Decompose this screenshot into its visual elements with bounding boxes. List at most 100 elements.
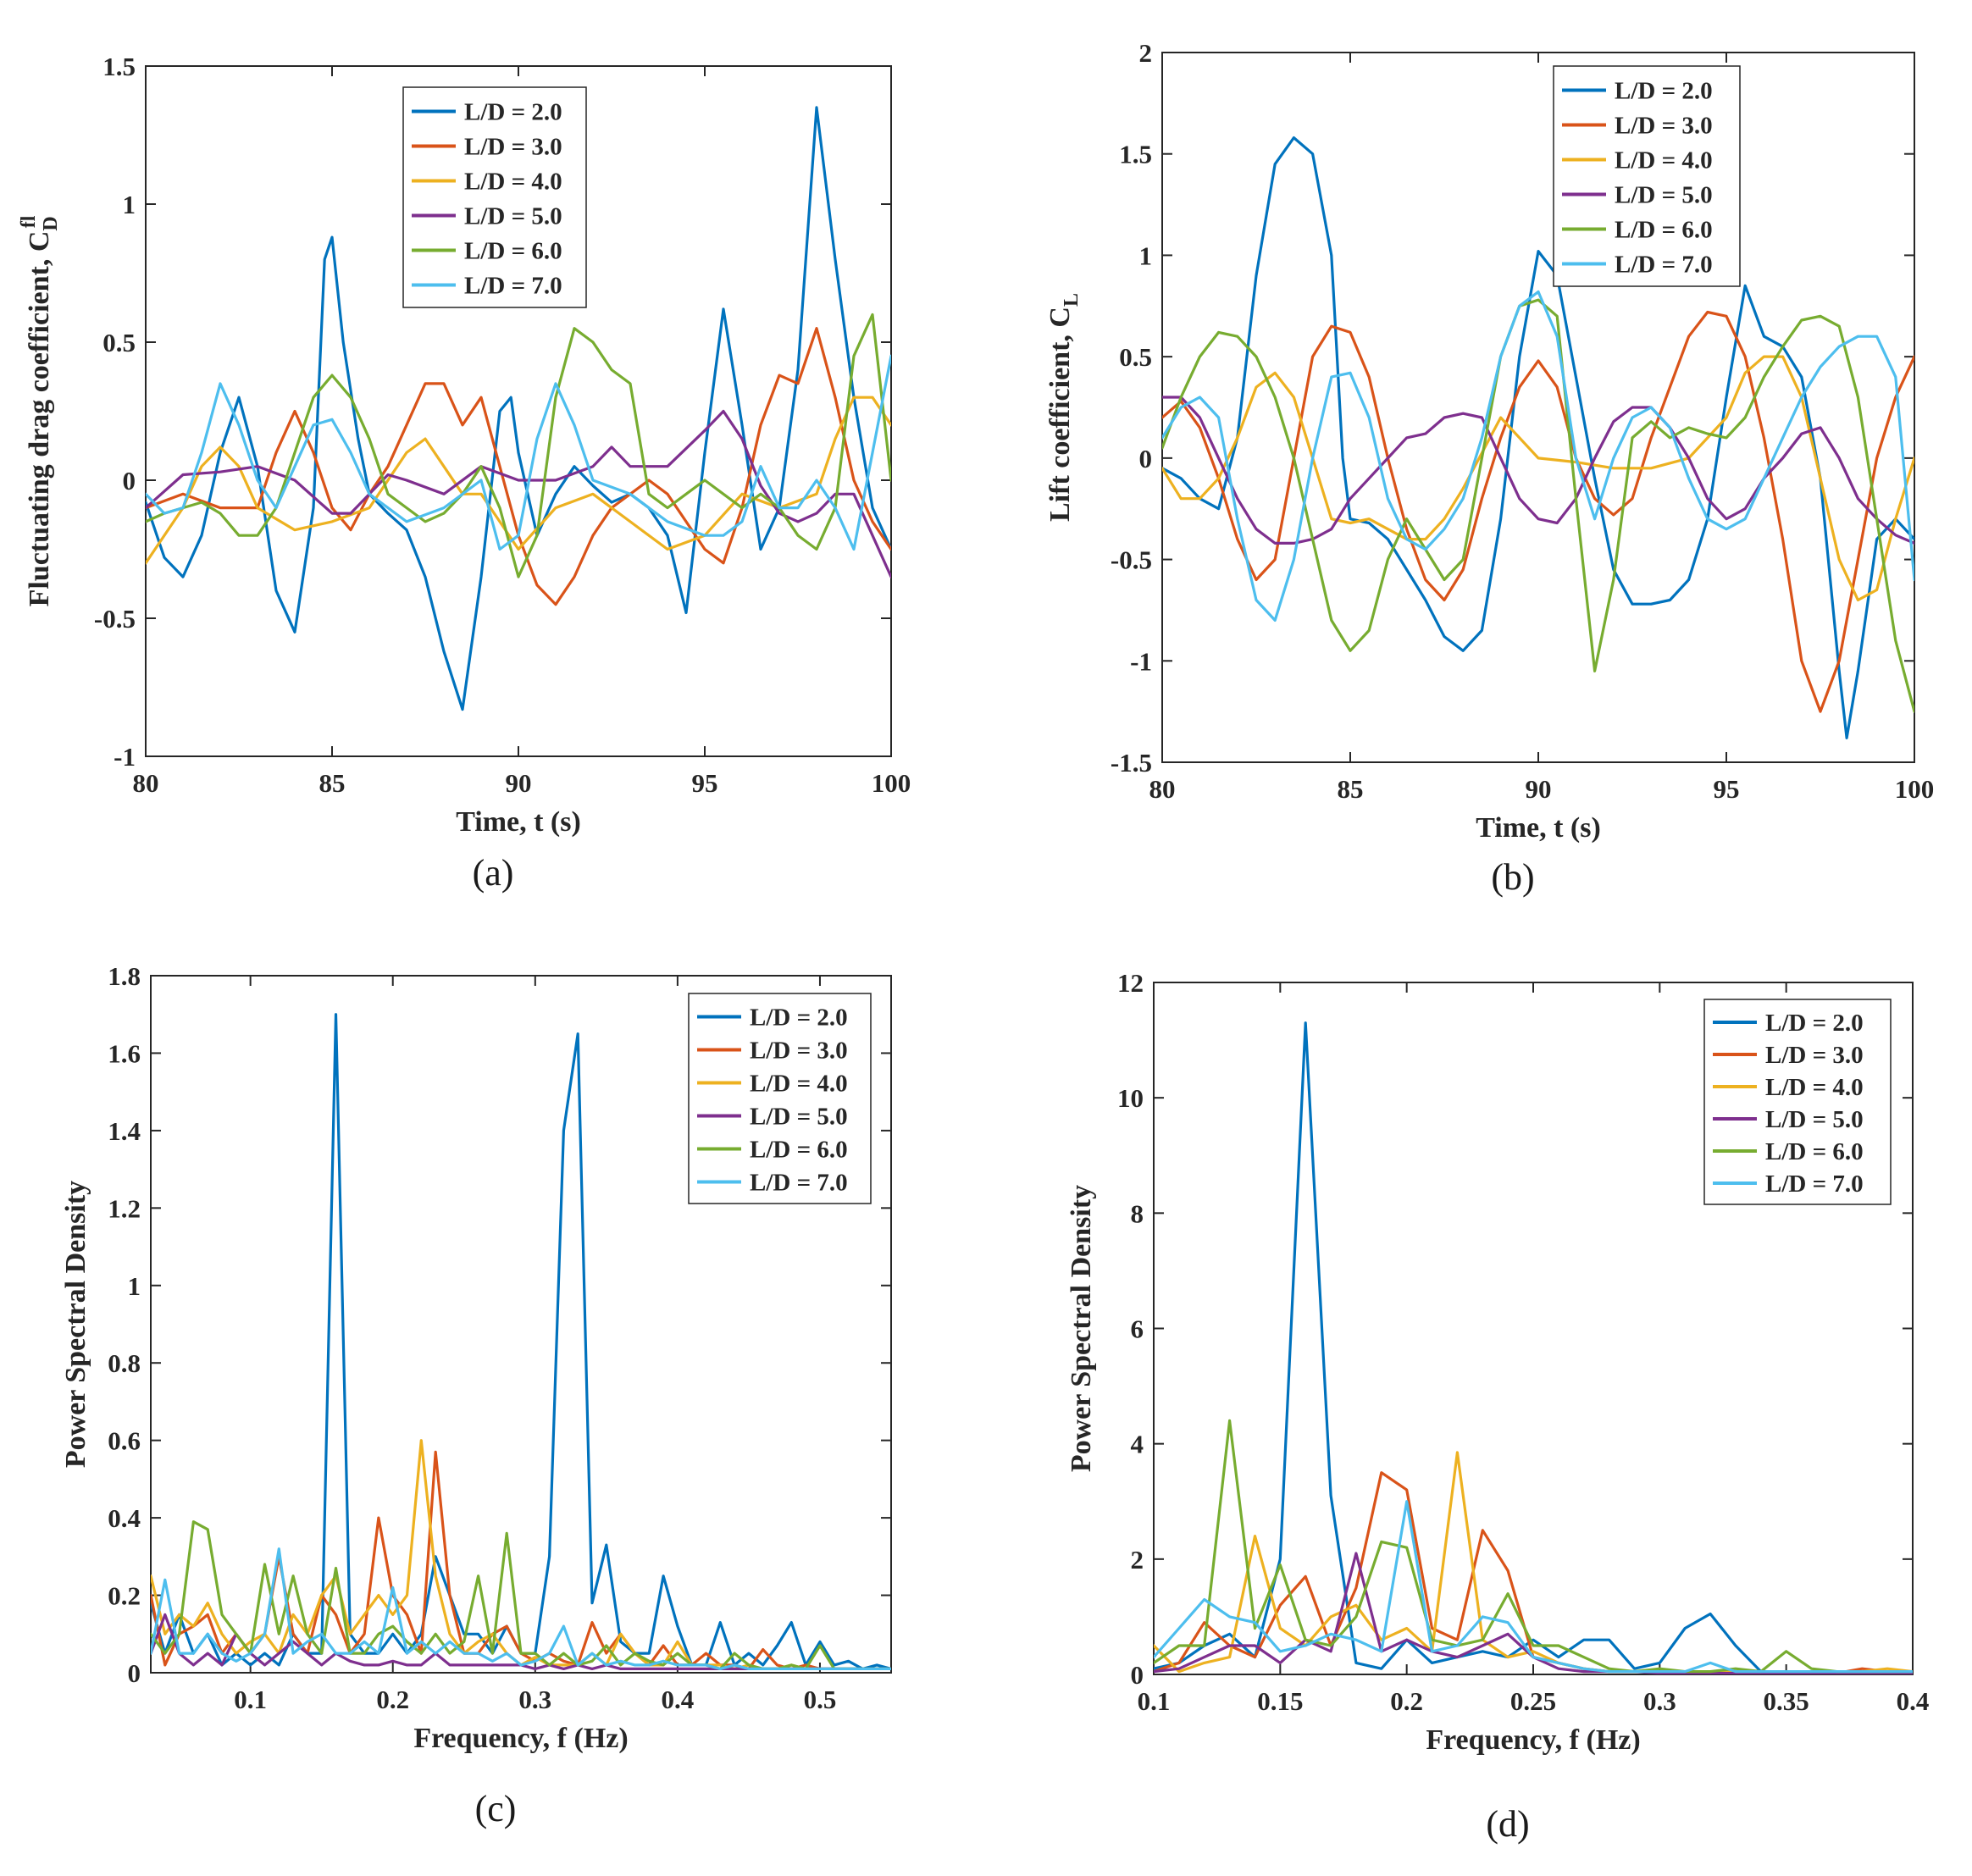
- y-axis-label-main: Power Spectral Density: [1066, 1185, 1097, 1472]
- legend-label: L/D = 3.0: [1765, 1042, 1864, 1069]
- y-axis-label-main: Power Spectral Density: [60, 1181, 91, 1468]
- x-tick-label: 90: [506, 768, 532, 798]
- y-tick-label: 0: [1139, 444, 1153, 473]
- x-tick-label: 0.15: [1257, 1686, 1303, 1716]
- y-axis-label-main: Fluctuating drag coefficient, C: [24, 231, 55, 607]
- legend-box: [688, 993, 872, 1204]
- chart-panel-d: 0.1 0.15 0.2 0.25 0.3 0.35 0.4 0 2 4 6 8 10 12 Frequen…: [1066, 968, 1929, 1845]
- series-line-ld-70: [1162, 290, 1914, 623]
- x-axis-label: Time, t (s): [456, 806, 581, 838]
- y-tick-label: 12: [1117, 968, 1144, 998]
- x-tick-label: 0.35: [1764, 1686, 1809, 1716]
- x-tick-label: 0.4: [662, 1685, 695, 1714]
- y-tick-label: 8: [1131, 1198, 1144, 1228]
- panel-label: (b): [1491, 856, 1534, 898]
- y-tick-label: 2: [1139, 38, 1153, 68]
- legend-label: L/D = 3.0: [1615, 113, 1713, 140]
- y-tick-label: -1: [1130, 646, 1152, 676]
- x-tick-label: 85: [1338, 774, 1364, 804]
- x-tick-label: 0.5: [804, 1685, 837, 1714]
- legend-label: L/D = 5.0: [1615, 182, 1713, 209]
- x-tick-label: 0.2: [1390, 1686, 1423, 1716]
- legend-label: L/D = 6.0: [464, 238, 562, 265]
- chart-panel-b: 80 85 90 95 100 -1.5 -1 -0.5 0 0.5 1 1.5 2 Time, t (s…: [1044, 38, 1934, 898]
- y-tick-label: 1.5: [1119, 140, 1152, 169]
- panel-label: (c): [475, 1788, 517, 1829]
- y-tick-label: 1: [1139, 241, 1153, 270]
- y-tick-label: 0.5: [102, 328, 136, 357]
- x-tick-label: 0.4: [1897, 1686, 1930, 1716]
- legend-label: L/D = 4.0: [1615, 147, 1713, 174]
- legend-label: L/D = 5.0: [750, 1104, 848, 1131]
- series-line-ld-70: [1154, 1500, 1913, 1674]
- x-tick-label: 100: [872, 768, 911, 798]
- y-axis-label-subscript: D: [40, 216, 62, 230]
- x-tick-label: 80: [133, 768, 159, 798]
- legend-label: L/D = 4.0: [464, 169, 562, 196]
- legend-label: L/D = 2.0: [1765, 1010, 1864, 1037]
- y-axis-label: Power Spectral Density: [1066, 1185, 1097, 1472]
- legend-label: L/D = 5.0: [464, 203, 562, 230]
- series-line-ld-60: [1162, 298, 1914, 713]
- y-tick-label: 1.4: [108, 1116, 141, 1146]
- series-line-ld-30: [1162, 310, 1914, 713]
- series-line-ld-70: [151, 1547, 891, 1671]
- y-tick-label: 6: [1131, 1314, 1144, 1344]
- legend-label: L/D = 6.0: [1615, 217, 1713, 244]
- y-tick-label: 0.6: [108, 1426, 141, 1456]
- y-axis-label-subscript: L: [1061, 293, 1083, 307]
- y-axis-label: Power Spectral Density: [60, 1181, 91, 1468]
- legend-label: L/D = 7.0: [464, 273, 562, 300]
- panel-label: (a): [473, 852, 514, 894]
- series-line-ld-60: [1154, 1419, 1913, 1674]
- y-tick-label: 0: [1131, 1660, 1144, 1690]
- x-tick-label: 80: [1149, 774, 1176, 804]
- series-line-ld-50: [146, 409, 891, 578]
- y-tick-label: 1.6: [108, 1038, 141, 1068]
- series-line-ld-20: [1162, 136, 1914, 739]
- x-tick-label: 0.2: [376, 1685, 409, 1714]
- legend-label: L/D = 2.0: [464, 99, 562, 126]
- legend-label: L/D = 2.0: [750, 1004, 848, 1032]
- x-tick-label: 100: [1895, 774, 1935, 804]
- x-tick-label: 0.3: [1643, 1686, 1676, 1716]
- y-tick-label: 1.5: [102, 52, 136, 81]
- chart-panel-c: 0.1 0.2 0.3 0.4 0.5 0 0.2 0.4 0.6 0.8 1 1.2 1.4 1.6 1.…: [60, 961, 892, 1829]
- legend: L/D = 2.0 L/D = 3.0 L/D = 4.0 L/D = 5.0 L/D …: [1553, 65, 1741, 287]
- chart-panel-a: 80 85 90 95 100 -1 -0.5 0 0.5 1 1.5 Time, t (s) Fluc…: [18, 52, 911, 894]
- x-axis-label: Frequency, f (Hz): [413, 1723, 628, 1754]
- legend-box: [1703, 999, 1892, 1205]
- x-tick-label: 0.1: [1138, 1686, 1171, 1716]
- y-axis-label-main: Lift coefficient, C: [1044, 307, 1076, 522]
- x-tick-label: 95: [1714, 774, 1740, 804]
- legend-box: [1553, 65, 1741, 287]
- x-axis-label: Frequency, f (Hz): [1426, 1724, 1640, 1756]
- legend: L/D = 2.0 L/D = 3.0 L/D = 4.0 L/D = 5.0 L/D …: [1703, 999, 1892, 1205]
- series-group: [146, 106, 891, 711]
- x-tick-label: 85: [319, 768, 346, 798]
- y-tick-label: 0.2: [108, 1581, 141, 1611]
- legend-label: L/D = 7.0: [1765, 1170, 1864, 1198]
- series-line-ld-20: [146, 106, 891, 711]
- y-tick-label: 1: [128, 1271, 141, 1301]
- y-tick-label: 2: [1131, 1545, 1144, 1574]
- legend-label: L/D = 7.0: [1615, 252, 1713, 279]
- x-axis-label: Time, t (s): [1476, 812, 1601, 844]
- y-tick-label: 10: [1117, 1083, 1144, 1113]
- x-tick-label: 90: [1526, 774, 1552, 804]
- y-tick-label: 1.8: [108, 961, 141, 991]
- legend-label: L/D = 4.0: [1765, 1074, 1864, 1101]
- legend-label: L/D = 6.0: [750, 1137, 848, 1164]
- y-tick-label: 4: [1131, 1430, 1144, 1459]
- y-tick-label: 0: [128, 1658, 141, 1688]
- legend-label: L/D = 7.0: [750, 1170, 848, 1197]
- y-tick-label: -1.5: [1111, 748, 1152, 778]
- series-group: [1162, 136, 1914, 739]
- series-group: [151, 1013, 891, 1671]
- series-group: [1154, 1021, 1913, 1674]
- y-axis-label-superscript: fl: [18, 215, 40, 228]
- legend-label: L/D = 6.0: [1765, 1138, 1864, 1165]
- x-tick-label: 95: [692, 768, 718, 798]
- legend: L/D = 2.0 L/D = 3.0 L/D = 4.0 L/D = 5.0 L/D …: [688, 993, 872, 1204]
- panel-label: (d): [1486, 1803, 1529, 1845]
